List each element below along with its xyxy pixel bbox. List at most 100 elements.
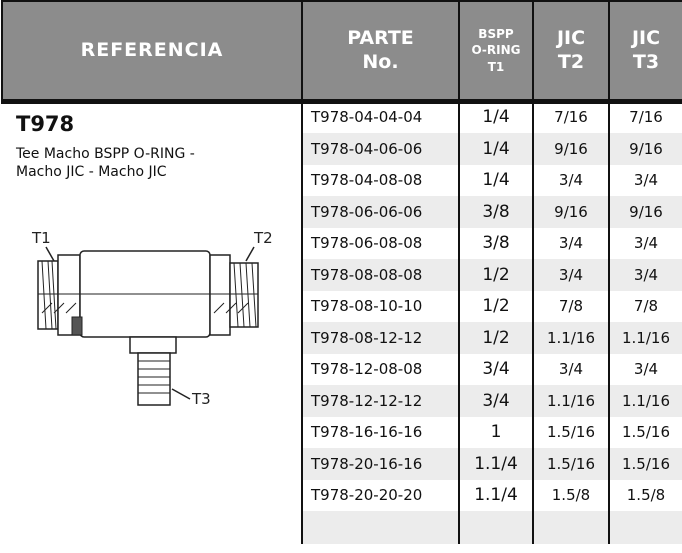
part-number: T978-04-06-06: [301, 133, 460, 165]
desc-line: Macho JIC - Macho JIC: [16, 163, 167, 180]
jic-t2: 3/4: [532, 259, 610, 291]
table-body: T978 Tee Macho BSPP O-RING - Macho JIC - …: [2, 101, 682, 544]
part-number: T978-08-08-08: [301, 259, 460, 291]
row: T978-20-16-16 1.1/4 1.5/16 1.5/16: [2, 448, 682, 480]
part-number: T978-12-12-12: [301, 385, 460, 417]
jic-t3: 9/16: [608, 196, 682, 228]
part-number: T978-08-10-10: [301, 290, 460, 322]
part-number: T978-06-06-06: [301, 196, 460, 228]
jic-t3: 3/4: [608, 259, 682, 291]
header-line: No.: [362, 50, 399, 73]
bspp-t1: 1/2: [458, 322, 534, 354]
row: T978-06-06-06 3/8 9/16 9/16: [2, 196, 682, 228]
bspp-t1: 3/8: [458, 227, 534, 259]
header-line: JIC: [556, 26, 586, 49]
jic-t2: 1.5/16: [532, 416, 610, 448]
hatch: [38, 293, 258, 314]
jic-t2: 1.5/16: [532, 448, 610, 480]
product-description: Tee Macho BSPP O-RING - Macho JIC - Macho…: [16, 146, 301, 181]
bspp-t1: 3/4: [458, 353, 534, 385]
header-row: REFERENCIA PARTE No. BSPP O-RING T1 JIC T2 J…: [1, 0, 682, 104]
row: T978-08-10-10 1/2 7/8 7/8: [2, 290, 682, 322]
header-cell: BSPP O-RING T1: [458, 0, 534, 104]
jic-t2: 3/4: [532, 227, 610, 259]
part-number: T978-16-16-16: [301, 416, 460, 448]
part-number: T978-06-08-08: [301, 227, 460, 259]
desc-line: Tee Macho BSPP O-RING -: [16, 146, 195, 162]
header-cell: JIC T3: [608, 0, 682, 104]
label-t3: T3: [191, 390, 211, 408]
empty-cell: [608, 511, 682, 544]
threads: [138, 360, 170, 394]
header-line: BSPP: [478, 27, 514, 42]
jic-t2: 1.5/8: [532, 479, 610, 511]
header-cell: JIC T2: [532, 0, 610, 104]
jic-t2: 3/4: [532, 353, 610, 385]
row: T978-08-12-12 1/2 1.1/16 1.1/16: [2, 322, 682, 354]
label-t2: T2: [253, 229, 273, 247]
jic-t2: 3/4: [532, 164, 610, 196]
jic-t3: 1.1/16: [608, 322, 682, 354]
bspp-t1: 3/4: [458, 385, 534, 417]
header-line: T3: [632, 50, 660, 73]
hex: [209, 254, 231, 336]
label-t1: T1: [31, 229, 51, 247]
jic-t3: 9/16: [608, 133, 682, 165]
header-cell: REFERENCIA: [1, 0, 303, 104]
empty-cell: [458, 511, 534, 544]
jic-t2: 7/16: [532, 101, 610, 133]
row: [2, 511, 682, 544]
row: T978-12-08-08 3/4 3/4 3/4: [2, 353, 682, 385]
bspp-t1: 3/8: [458, 196, 534, 228]
jic-t2: 1.1/16: [532, 385, 610, 417]
header-cell: PARTE No.: [301, 0, 460, 104]
header-line: T1: [487, 59, 505, 74]
jic-t3: 3/4: [608, 164, 682, 196]
part-number: T978-04-04-04: [301, 101, 460, 133]
row: T978-08-08-08 1/2 3/4 3/4: [2, 259, 682, 291]
bspp-t1: 1: [458, 416, 534, 448]
jic-t2: 1.1/16: [532, 322, 610, 354]
threads: [41, 260, 257, 330]
empty-cell: [532, 511, 610, 544]
header-line: JIC: [631, 26, 661, 49]
product-code: T978: [16, 112, 75, 136]
jic-t3: 3/4: [608, 227, 682, 259]
row: T978-04-06-06 1/4 9/16 9/16: [2, 133, 682, 165]
bspp-t1: 1/2: [458, 259, 534, 291]
bspp-t1: 1.1/4: [458, 448, 534, 480]
jic-t3: 1.5/16: [608, 416, 682, 448]
bspp-t1: 1/4: [458, 133, 534, 165]
header-line: T2: [557, 50, 585, 73]
row: T978-12-12-12 3/4 1.1/16 1.1/16: [2, 385, 682, 417]
row: T978-06-08-08 3/8 3/4 3/4: [2, 227, 682, 259]
part-number: T978-04-08-08: [301, 164, 460, 196]
reference-cell: T978 Tee Macho BSPP O-RING - Macho JIC - …: [2, 101, 303, 544]
leader: [245, 246, 255, 262]
bspp-t1: 1/4: [458, 164, 534, 196]
hex: [129, 336, 177, 354]
jic-t3: 7/8: [608, 290, 682, 322]
empty-cell: [301, 511, 460, 544]
jic-t2: 9/16: [532, 133, 610, 165]
bspp-t1: 1.1/4: [458, 479, 534, 511]
leader: [45, 246, 55, 262]
jic-t3: 7/16: [608, 101, 682, 133]
part-number: T978-12-08-08: [301, 353, 460, 385]
jic-t3: 1.1/16: [608, 385, 682, 417]
bspp-t1: 1/2: [458, 290, 534, 322]
row: T978-20-20-20 1.1/4 1.5/8 1.5/8: [2, 479, 682, 511]
port-t3: [137, 352, 171, 406]
part-number: T978-08-12-12: [301, 322, 460, 354]
jic-t3: 1.5/8: [608, 479, 682, 511]
jic-t2: 9/16: [532, 196, 610, 228]
jic-t3: 3/4: [608, 353, 682, 385]
o-ring: [71, 316, 83, 336]
part-number: T978-20-16-16: [301, 448, 460, 480]
fitting-diagram: T1 T2 T3: [31, 229, 273, 408]
jic-t3: 1.5/16: [608, 448, 682, 480]
row: T978-04-08-08 1/4 3/4 3/4: [2, 164, 682, 196]
header-line: O-RING: [471, 43, 521, 58]
